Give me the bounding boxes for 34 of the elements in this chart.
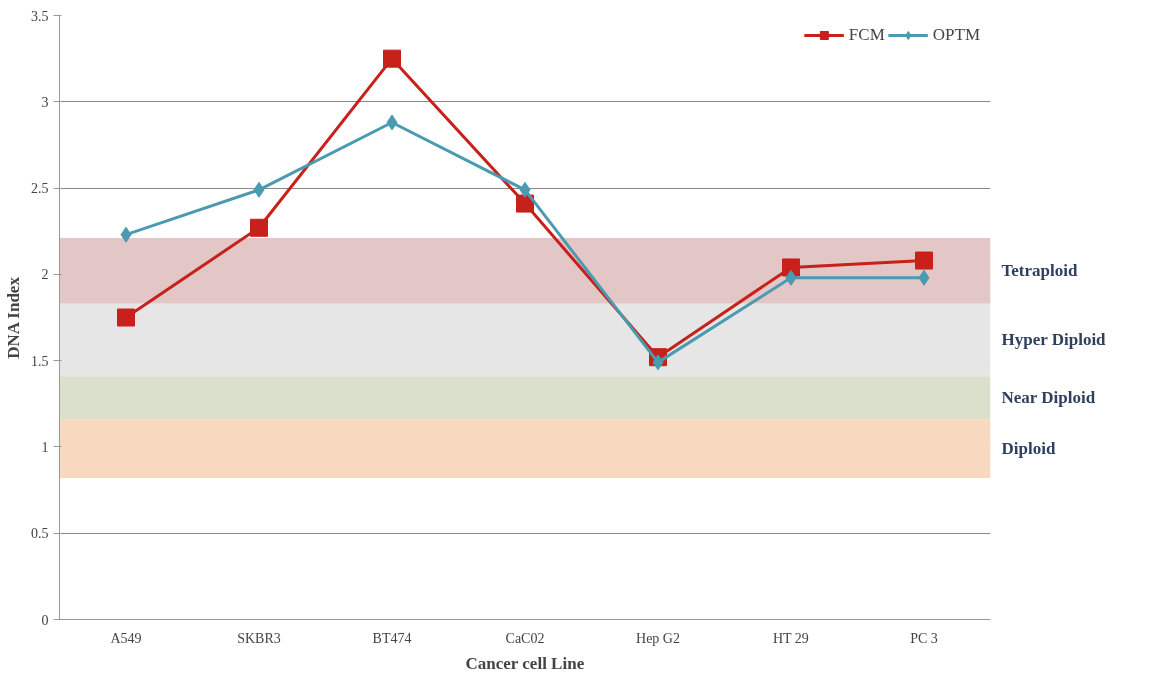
y-tick-label: 3.5 <box>31 8 49 24</box>
point <box>785 269 797 286</box>
y-tick-label: 0.5 <box>31 526 49 542</box>
x-tick-label: HT 29 <box>772 630 809 646</box>
band-label: Near Diploid <box>1001 388 1096 408</box>
point <box>386 114 398 131</box>
legend-label: OPTM <box>932 25 980 45</box>
x-tick-label: PC 3 <box>910 630 938 646</box>
y-axis-title: DNA Index <box>4 276 23 359</box>
y-tick-label: 2 <box>41 267 49 283</box>
y-tick-label: 0 <box>41 612 49 628</box>
point <box>918 269 930 286</box>
band-label: Tetraploid <box>1001 261 1078 281</box>
y-tick-label: 2.5 <box>31 181 49 197</box>
band-label: Hyper Diploid <box>1001 330 1107 350</box>
x-tick-label: CaC02 <box>505 630 545 646</box>
point <box>652 354 664 371</box>
band-label: Diploid <box>1001 439 1056 459</box>
x-tick-label: A549 <box>110 630 142 646</box>
x-tick-label: Hep G2 <box>636 630 680 646</box>
point <box>383 49 401 68</box>
point <box>117 308 135 327</box>
legend-label: FCM <box>848 25 885 45</box>
point <box>253 181 265 198</box>
y-tick-label: 1 <box>41 439 49 455</box>
point <box>120 226 132 243</box>
point <box>915 251 933 270</box>
x-tick-label: SKBR3 <box>237 630 281 646</box>
y-tick-label: 3 <box>41 94 49 110</box>
point <box>250 218 268 237</box>
x-tick-label: BT474 <box>372 630 412 646</box>
x-axis-title: Cancer cell Line <box>465 653 585 673</box>
point <box>519 181 531 198</box>
y-tick-label: 1.5 <box>31 353 49 369</box>
